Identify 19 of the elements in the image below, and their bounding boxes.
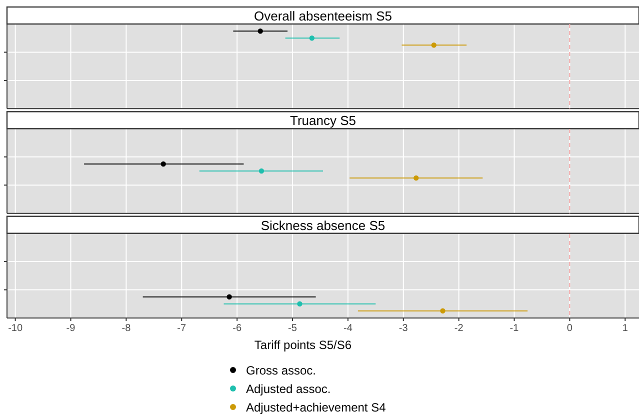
y-tick-label: Overall absenteeism S5 bbox=[254, 8, 392, 24]
legend-label: Adjusted+achievement S4 bbox=[246, 400, 386, 414]
x-tick-label: -3 bbox=[398, 323, 408, 334]
legend-label: Adjusted assoc. bbox=[246, 382, 331, 396]
x-tick-label: -9 bbox=[66, 323, 76, 334]
x-tick-label: -6 bbox=[232, 323, 242, 334]
x-tick-label: -8 bbox=[122, 323, 132, 334]
x-tick-label: -7 bbox=[177, 323, 187, 334]
y-tick-label: Sickness absence S5 bbox=[260, 218, 386, 233]
y-tick-label: Truancy S5 bbox=[290, 113, 356, 128]
x-tick-label: -10 bbox=[8, 323, 23, 334]
x-axis-title: Tariff points S5/S6 bbox=[254, 338, 352, 352]
x-tick-label: -5 bbox=[288, 323, 298, 334]
x-tick-label: 1 bbox=[622, 323, 628, 334]
x-tick-label: -1 bbox=[510, 323, 520, 334]
x-tick-label: -2 bbox=[454, 323, 464, 334]
x-tick-label: -4 bbox=[343, 323, 353, 334]
legend-label: Gross assoc. bbox=[246, 364, 316, 378]
x-tick-label: 0 bbox=[566, 323, 573, 334]
